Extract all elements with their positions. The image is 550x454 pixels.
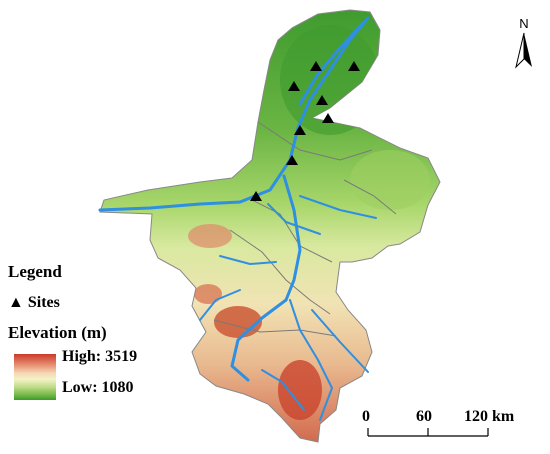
north-label: N — [519, 16, 529, 31]
site-marker[interactable] — [310, 61, 322, 71]
site-marker[interactable] — [294, 125, 306, 135]
elevation-color-ramp — [14, 354, 56, 400]
high-relief — [194, 284, 222, 304]
mid-plain — [350, 150, 430, 210]
north-arrow-icon — [515, 32, 532, 69]
site-marker[interactable] — [316, 95, 328, 105]
scale-tick-0: 0 — [362, 408, 370, 425]
legend-low-label: Low: 1080 — [62, 379, 134, 396]
sites — [250, 61, 360, 201]
site-triangle-icon: ▲ — [8, 294, 24, 311]
legend-high-label: High: 3519 — [62, 348, 138, 365]
county-boundaries — [213, 121, 397, 337]
scale-bar — [367, 428, 489, 437]
high-relief — [278, 360, 322, 420]
north-arrow: N — [514, 16, 534, 76]
sites-label: Sites — [27, 294, 60, 311]
scale-tick-60: 60 — [416, 408, 432, 425]
legend-title: Legend — [8, 262, 62, 281]
scale-tick-120: 120 km — [464, 408, 515, 425]
high-relief — [188, 224, 232, 248]
rivers — [98, 16, 377, 421]
site-marker[interactable] — [250, 191, 262, 201]
site-marker[interactable] — [288, 81, 300, 91]
site-marker[interactable] — [348, 61, 360, 71]
region-map — [98, 9, 441, 443]
site-marker[interactable] — [322, 113, 334, 123]
ningxia-region — [99, 9, 441, 443]
legend-elevation-title: Elevation (m) — [8, 323, 107, 342]
legend-sites: ▲ Sites — [8, 294, 60, 312]
site-marker[interactable] — [286, 155, 298, 165]
